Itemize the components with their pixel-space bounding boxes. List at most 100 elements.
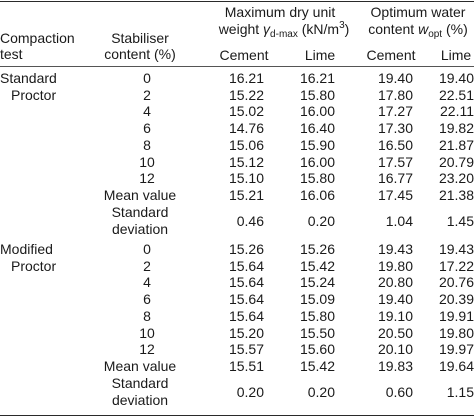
omc-cement-cell: 19.43 (377, 241, 413, 257)
omc-cement-cell: 20.50 (377, 325, 413, 341)
omc-cement-cell: 16.50 (377, 137, 413, 153)
mean-value-label: Mean value (103, 358, 177, 374)
mdd-cement-cell: 15.06 (228, 137, 264, 153)
mdd-cement-cell: 15.10 (228, 170, 264, 186)
std-mdd-lime-cell: 0.20 (307, 213, 335, 229)
mean-omc-lime-cell: 19.64 (438, 358, 474, 374)
std-omc-lime-cell: 1.15 (446, 384, 474, 400)
stabiliser-content-cell: 12 (139, 170, 155, 186)
mdd-lime-cell: 15.80 (299, 87, 335, 103)
std-deviation-label-line1: Standard (111, 204, 169, 220)
std-omc-cement-cell: 1.04 (385, 213, 413, 229)
group-label-line2: Proctor (11, 257, 57, 274)
stabiliser-content-cell: 8 (143, 137, 151, 153)
stabiliser-content-cell: 4 (143, 274, 151, 290)
mdd-lime-cell: 16.21 (299, 70, 335, 86)
mdd-cement-cell: 15.26 (228, 241, 264, 257)
stabiliser-content-cell: 6 (143, 291, 151, 307)
omc-lime-cell: 21.87 (438, 137, 474, 153)
mean-value-label: Mean value (103, 187, 177, 203)
mdd-lime-cell: 16.40 (299, 120, 335, 136)
stabiliser-content-cell: 6 (143, 120, 151, 136)
std-omc-cement-cell: 0.60 (385, 384, 413, 400)
stabiliser-content-cell: 2 (143, 258, 151, 274)
stabiliser-content-cell: 10 (139, 325, 155, 341)
mdd-cement-cell: 15.64 (228, 291, 264, 307)
header-omc-cement: Cement (366, 47, 416, 63)
omc-cement-cell: 17.80 (377, 87, 413, 103)
mdd-lime-cell: 15.90 (299, 137, 335, 153)
stabiliser-content-cell: 8 (143, 308, 151, 324)
mean-omc-cement-cell: 19.83 (377, 358, 413, 374)
mdd-lime-cell: 16.00 (299, 103, 335, 119)
std-mdd-cement-cell: 0.20 (236, 384, 264, 400)
mdd-lime-cell: 15.80 (299, 170, 335, 186)
omc-lime-cell: 20.79 (438, 154, 474, 170)
omc-lime-cell: 19.43 (438, 241, 474, 257)
omc-lime-cell: 19.97 (438, 341, 474, 357)
std-deviation-label-line1: Standard (111, 375, 169, 391)
mdd-lime-cell: 15.24 (299, 274, 335, 290)
header-mdd-line2: weight γd-max (kN/m3) (218, 20, 350, 40)
omc-lime-cell: 19.82 (438, 120, 474, 136)
std-mdd-cement-cell: 0.46 (236, 213, 264, 229)
header-compaction-test-line2: test (0, 46, 23, 62)
header-stabiliser-line1: Stabiliser (111, 30, 169, 46)
mdd-cement-cell: 15.64 (228, 258, 264, 274)
mdd-lime-cell: 15.80 (299, 308, 335, 324)
omc-cement-cell: 19.80 (377, 258, 413, 274)
mdd-lime-cell: 16.00 (299, 154, 335, 170)
std-omc-lime-cell: 1.45 (446, 213, 474, 229)
std-deviation-label-line2: deviation (111, 221, 169, 237)
table-bottom-rule (0, 415, 474, 416)
std-mdd-lime-cell: 0.20 (307, 384, 335, 400)
stabiliser-content-cell: 0 (143, 70, 151, 86)
mean-mdd-lime-cell: 16.06 (299, 187, 335, 203)
mdd-lime-cell: 15.09 (299, 291, 335, 307)
mdd-cement-cell: 15.64 (228, 308, 264, 324)
omc-lime-cell: 19.80 (438, 325, 474, 341)
omc-lime-cell: 19.40 (438, 70, 474, 86)
mean-mdd-lime-cell: 15.42 (299, 358, 335, 374)
omc-lime-cell: 17.22 (438, 258, 474, 274)
mdd-lime-cell: 15.26 (299, 241, 335, 257)
mdd-lime-cell: 15.60 (299, 341, 335, 357)
std-deviation-label-line2: deviation (111, 392, 169, 408)
table-top-rule (0, 1, 474, 2)
mean-mdd-cement-cell: 15.51 (228, 358, 264, 374)
omc-cement-cell: 17.27 (377, 103, 413, 119)
mdd-cement-cell: 16.21 (228, 70, 264, 86)
mdd-cement-cell: 15.57 (228, 341, 264, 357)
stabiliser-content-cell: 0 (143, 241, 151, 257)
omc-cement-cell: 19.40 (377, 70, 413, 86)
omc-cement-cell: 20.10 (377, 341, 413, 357)
header-omc-line2: content wopt (%) (368, 21, 468, 40)
omc-cement-cell: 19.40 (377, 291, 413, 307)
header-stabiliser-line2: content (%) (104, 46, 176, 62)
mdd-cement-cell: 15.64 (228, 274, 264, 290)
mdd-cement-cell: 14.76 (228, 120, 264, 136)
mdd-cement-cell: 15.20 (228, 325, 264, 341)
omc-lime-cell: 20.76 (438, 274, 474, 290)
header-rule (0, 66, 474, 67)
mdd-lime-cell: 15.50 (299, 325, 335, 341)
omc-cement-cell: 16.77 (377, 170, 413, 186)
header-mdd-cement: Cement (219, 47, 269, 63)
omc-cement-cell: 19.10 (377, 308, 413, 324)
header-compaction-test-line1: Compaction (0, 30, 75, 46)
mdd-lime-cell: 15.42 (299, 258, 335, 274)
header-mdd-lime: Lime (304, 47, 336, 63)
stabiliser-content-cell: 10 (139, 154, 155, 170)
group-label-line2: Proctor (11, 86, 57, 103)
group-label-line1: Modified (0, 241, 53, 257)
mean-mdd-cement-cell: 15.21 (228, 187, 264, 203)
mean-omc-cement-cell: 17.45 (377, 187, 413, 203)
mdd-cement-cell: 15.22 (228, 87, 264, 103)
omc-cement-cell: 20.80 (377, 274, 413, 290)
mdd-cement-cell: 15.12 (228, 154, 264, 170)
omc-lime-cell: 22.51 (438, 87, 474, 103)
mdd-cement-cell: 15.02 (228, 103, 264, 119)
header-mdd-line1: Maximum dry unit (224, 4, 336, 20)
omc-lime-cell: 22.11 (440, 103, 474, 119)
